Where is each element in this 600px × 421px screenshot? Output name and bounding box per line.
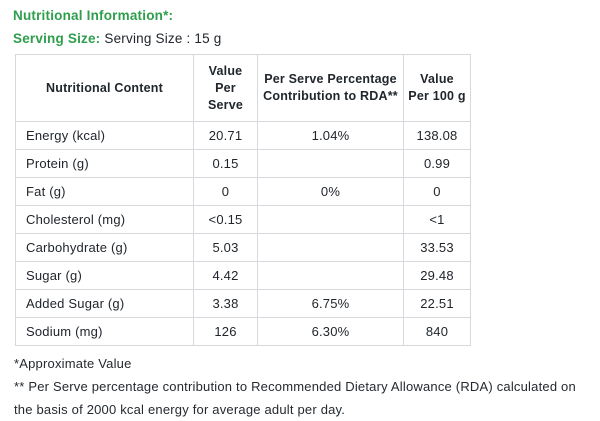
header-nutritional-content: Nutritional Content	[15, 54, 194, 122]
rda-cell	[257, 205, 404, 234]
rda-cell	[257, 233, 404, 262]
nutrient-name-cell: Sodium (mg)	[15, 317, 194, 346]
table-row: Added Sugar (g) 3.38 6.75% 22.51	[15, 289, 471, 318]
footnote-rda-line-2: the basis of 2000 kcal energy for averag…	[14, 402, 346, 417]
table-row: Fat (g) 0 0% 0	[15, 177, 471, 206]
header-rda-contribution: Per Serve Percentage Contribution to RDA…	[257, 54, 404, 122]
nutrient-name-cell: Sugar (g)	[15, 261, 194, 290]
footnotes: *Approximate Value ** Per Serve percenta…	[14, 352, 588, 421]
rda-cell: 6.30%	[257, 317, 404, 346]
value-per-100g-cell: 22.51	[403, 289, 471, 318]
serving-size-value: Serving Size : 15 g	[104, 31, 222, 46]
table-row: Cholesterol (mg) <0.15 <1	[15, 205, 471, 234]
value-per-serve-cell: 0.15	[193, 149, 258, 178]
nutrition-table: Nutritional Content Value Per Serve Per …	[15, 54, 471, 346]
rda-cell: 0%	[257, 177, 404, 206]
value-per-100g-cell: 0.99	[403, 149, 471, 178]
header-value-per-serve: Value Per Serve	[193, 54, 258, 122]
table-row: Protein (g) 0.15 0.99	[15, 149, 471, 178]
value-per-100g-cell: 138.08	[403, 121, 471, 150]
value-per-serve-cell: 5.03	[193, 233, 258, 262]
section-title: Nutritional Information*:	[13, 8, 174, 23]
value-per-serve-cell: 0	[193, 177, 258, 206]
value-per-serve-cell: 126	[193, 317, 258, 346]
footnote-rda-line-1: ** Per Serve percentage contribution to …	[14, 379, 576, 394]
table-row: Carbohydrate (g) 5.03 33.53	[15, 233, 471, 262]
serving-size-line: Serving Size: Serving Size : 15 g	[13, 31, 588, 47]
table-row: Sugar (g) 4.42 29.48	[15, 261, 471, 290]
nutrient-name-cell: Protein (g)	[15, 149, 194, 178]
value-per-100g-cell: <1	[403, 205, 471, 234]
rda-cell	[257, 149, 404, 178]
rda-cell	[257, 261, 404, 290]
nutrient-name-cell: Energy (kcal)	[15, 121, 194, 150]
value-per-serve-cell: 20.71	[193, 121, 258, 150]
header-value-per-100g: Value Per 100 g	[403, 54, 471, 122]
nutrient-name-cell: Added Sugar (g)	[15, 289, 194, 318]
table-header-row: Nutritional Content Value Per Serve Per …	[15, 54, 471, 122]
value-per-serve-cell: 3.38	[193, 289, 258, 318]
footnote-approximate-value: *Approximate Value	[14, 356, 132, 371]
rda-cell: 6.75%	[257, 289, 404, 318]
value-per-serve-cell: <0.15	[193, 205, 258, 234]
value-per-100g-cell: 0	[403, 177, 471, 206]
rda-cell: 1.04%	[257, 121, 404, 150]
nutrient-name-cell: Carbohydrate (g)	[15, 233, 194, 262]
table-row: Sodium (mg) 126 6.30% 840	[15, 317, 471, 346]
value-per-100g-cell: 840	[403, 317, 471, 346]
nutrient-name-cell: Cholesterol (mg)	[15, 205, 194, 234]
nutrient-name-cell: Fat (g)	[15, 177, 194, 206]
value-per-serve-cell: 4.42	[193, 261, 258, 290]
value-per-100g-cell: 29.48	[403, 261, 471, 290]
serving-size-label: Serving Size:	[13, 31, 101, 46]
value-per-100g-cell: 33.53	[403, 233, 471, 262]
table-row: Energy (kcal) 20.71 1.04% 138.08	[15, 121, 471, 150]
